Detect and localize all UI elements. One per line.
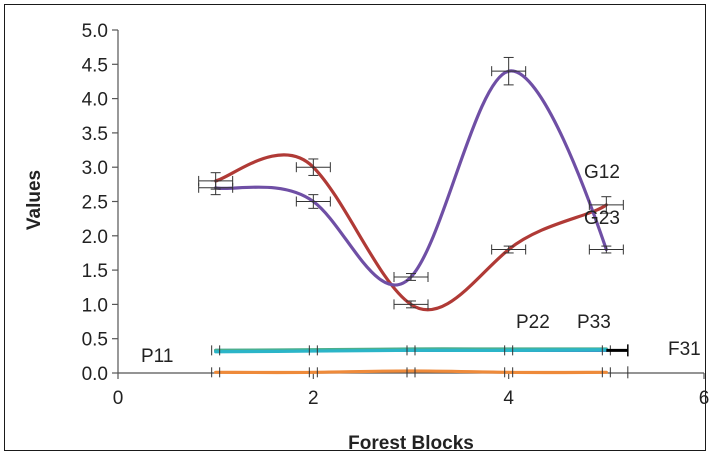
y-tick-label: 1.0 <box>82 295 108 316</box>
series-labels: G12 G23 P11 P22 P33 F31 <box>141 162 701 367</box>
x-axis-ticks: 0 2 4 6 <box>113 373 710 409</box>
y-tick-label: 3.5 <box>82 124 108 145</box>
x-tick-label: 2 <box>308 388 319 409</box>
series-label-g12: G12 <box>584 162 620 183</box>
y-tick-label: 4.5 <box>82 55 108 76</box>
y-tick-label: 5.0 <box>82 21 108 42</box>
x-tick-label: 4 <box>503 388 514 409</box>
x-axis-title: Forest Blocks <box>348 433 474 454</box>
x-tick-label: 0 <box>113 388 124 409</box>
series-label-p33: P33 <box>577 312 611 333</box>
series-label-f31: F31 <box>668 339 701 360</box>
axes <box>117 30 704 374</box>
y-tick-label: 2.5 <box>82 193 108 214</box>
series-line-g23 <box>214 69 608 287</box>
y-tick-label: 4.0 <box>82 90 108 111</box>
series-label-g23: G23 <box>584 208 620 229</box>
series-lines <box>214 69 608 375</box>
series-line-f31 <box>214 369 608 375</box>
series-label-p11: P11 <box>141 346 173 367</box>
y-tick-label: 3.0 <box>82 158 108 179</box>
series-label-p22: P22 <box>516 312 550 333</box>
series-line-g12 <box>214 153 608 312</box>
error-bars <box>198 56 629 379</box>
y-tick-label: 0.5 <box>82 330 108 351</box>
y-tick-label: 2.0 <box>82 227 108 248</box>
series-line-p33 <box>214 348 608 354</box>
x-tick-label: 6 <box>699 388 710 409</box>
y-tick-label: 1.5 <box>82 261 108 282</box>
y-tick-label: 0.0 <box>82 364 108 385</box>
y-axis-ticks: 0.0 0.5 1.0 1.5 2.0 2.5 3.0 3.5 4.0 4.5 5.0 <box>82 21 118 385</box>
y-axis-title: Values <box>24 170 45 230</box>
